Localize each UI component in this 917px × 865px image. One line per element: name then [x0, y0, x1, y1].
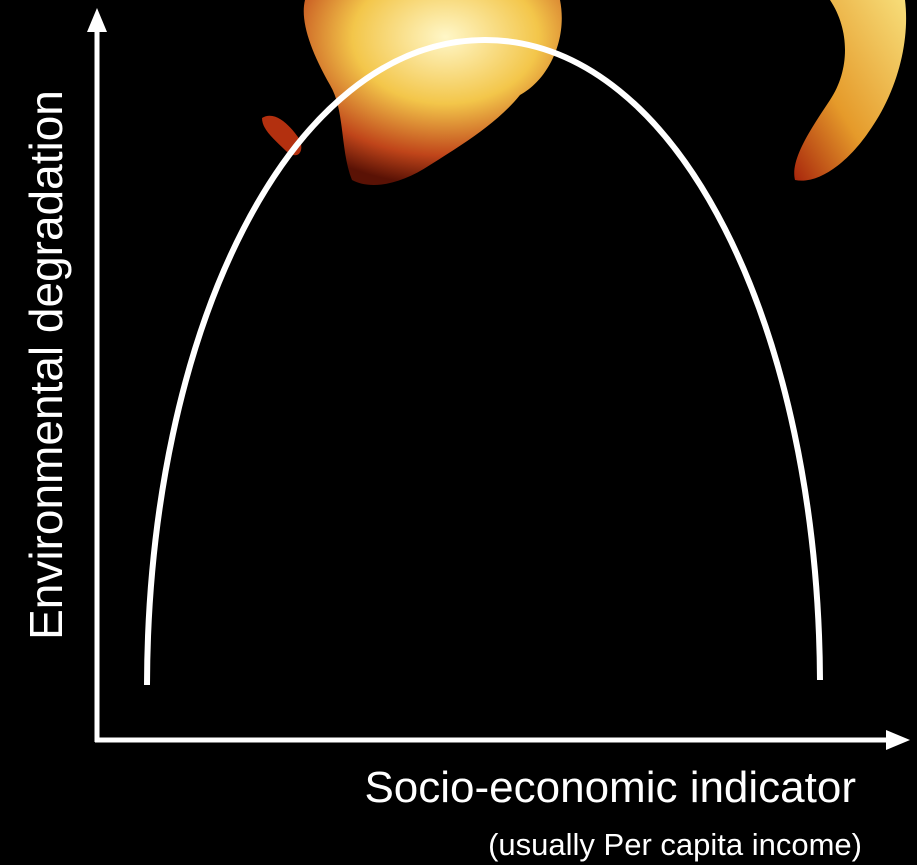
background-blob — [303, 0, 562, 185]
background-blob — [794, 0, 907, 181]
x-axis-label: Socio-economic indicator — [364, 763, 856, 812]
x-axis-arrow — [886, 730, 910, 750]
y-axis-label: Environmental degradation — [20, 90, 72, 640]
background-blob — [262, 115, 302, 156]
x-axis-sublabel: (usually Per capita income) — [488, 827, 862, 862]
inverted-u-curve — [144, 36, 823, 686]
y-axis-arrow — [87, 8, 107, 32]
